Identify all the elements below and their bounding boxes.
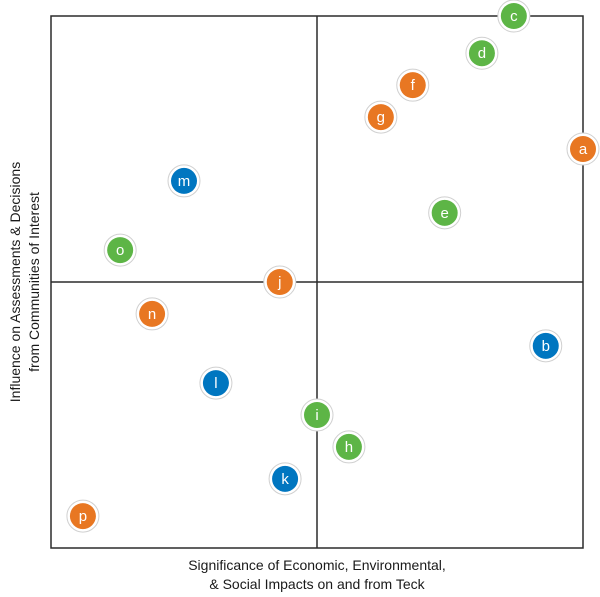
data-point-label: c: [510, 8, 518, 25]
data-point-label: f: [411, 77, 416, 94]
data-point-label: p: [79, 508, 87, 525]
data-point-marker: [570, 136, 596, 162]
data-point-label: e: [441, 205, 449, 222]
data-point-marker: [532, 332, 559, 359]
data-point-label: a: [579, 141, 588, 158]
data-point-g: g: [364, 100, 398, 134]
data-point-e: e: [428, 196, 462, 230]
data-point-marker: [139, 300, 166, 327]
data-point-label: b: [542, 338, 550, 355]
data-point-label: o: [116, 242, 124, 259]
data-point-f: f: [396, 68, 430, 102]
data-point-j: j: [263, 265, 297, 299]
y-axis-label-line-1: Influence on Assessments & Decisions: [7, 162, 23, 402]
data-point-label: h: [345, 439, 353, 456]
data-point-label: i: [315, 407, 318, 424]
data-point-marker: [304, 402, 330, 428]
data-point-label: g: [377, 109, 385, 126]
data-point-marker: [335, 433, 362, 460]
data-point-marker: [171, 167, 197, 194]
data-point-marker: [500, 3, 527, 29]
data-point-label: d: [478, 45, 486, 62]
data-point-l: l: [199, 366, 233, 400]
data-point-marker: [107, 237, 134, 264]
data-point-marker: [468, 40, 495, 67]
data-point-marker: [399, 72, 426, 99]
data-point-label: n: [148, 306, 156, 323]
data-point-p: p: [66, 499, 100, 533]
data-point-i: i: [300, 398, 334, 432]
x-axis-label-line-2: & Social Impacts on and from Teck: [209, 576, 425, 592]
points-layer: a b c d e f g h i j k l m n o p: [66, 0, 600, 533]
data-point-a: a: [566, 132, 600, 166]
data-point-marker: [272, 465, 299, 492]
data-point-label: l: [214, 375, 217, 392]
data-point-d: d: [465, 36, 499, 70]
data-point-label: k: [281, 471, 289, 488]
data-point-marker: [266, 269, 293, 295]
data-point-o: o: [103, 233, 137, 267]
data-point-c: c: [497, 0, 531, 33]
y-axis-label-line-2: from Communities of Interest: [26, 192, 42, 372]
data-point-b: b: [529, 329, 563, 363]
data-point-n: n: [135, 297, 169, 331]
data-point-marker: [367, 104, 394, 131]
data-point-k: k: [268, 462, 302, 496]
data-point-m: m: [167, 164, 201, 198]
data-point-marker: [69, 503, 96, 530]
data-point-marker: [202, 370, 229, 397]
x-axis-label-line-1: Significance of Economic, Environmental,: [188, 557, 446, 573]
data-point-marker: [431, 199, 458, 226]
data-point-label: m: [178, 173, 191, 190]
data-point-h: h: [332, 430, 366, 464]
data-point-label: j: [277, 274, 281, 291]
